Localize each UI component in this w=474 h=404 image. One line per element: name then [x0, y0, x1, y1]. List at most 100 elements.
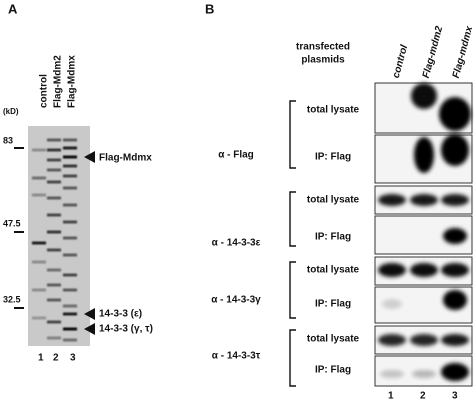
blot-band	[441, 134, 469, 166]
gel-band	[47, 248, 61, 252]
gel-band	[47, 138, 61, 142]
lane-label: control	[391, 44, 410, 80]
gel-band	[63, 138, 77, 142]
gel-band	[47, 168, 61, 172]
lane-label: Flag-mdmx	[451, 25, 474, 80]
lane-label: Flag-Mdm2	[53, 55, 64, 108]
panel-label: B	[205, 1, 214, 16]
blots	[374, 82, 473, 387]
gel-band	[32, 260, 46, 264]
gel-band	[32, 241, 46, 245]
annotation: 14-3-3 (γ, τ)	[99, 324, 153, 335]
arrow	[84, 308, 95, 320]
gel-band	[63, 174, 77, 178]
annotation: 14-3-3 (ε)	[99, 309, 142, 320]
antibody-label: α - 14-3-3γ	[211, 295, 261, 306]
lane-number: 2	[420, 391, 426, 402]
gel-band	[63, 220, 77, 224]
gel-band	[63, 288, 77, 292]
blot-band	[378, 194, 406, 206]
row-label: total lysate	[307, 265, 360, 276]
blot-band	[411, 83, 437, 109]
row-label: IP: Flag	[315, 365, 351, 376]
marker-label: 47.5	[3, 218, 21, 228]
lane-number: 1	[388, 391, 394, 402]
gel-band	[63, 338, 77, 342]
gel-band	[47, 196, 61, 200]
gel-band	[47, 283, 61, 287]
row-label: IP: Flag	[315, 299, 351, 310]
header: transfected	[296, 42, 350, 53]
gel-band	[47, 230, 61, 234]
blot-band	[441, 363, 469, 381]
gel-band	[47, 158, 61, 162]
header: plasmids	[301, 55, 345, 66]
arrow	[84, 151, 95, 163]
blot-band	[412, 370, 436, 378]
lane-label: Flag-mdm2	[421, 25, 446, 80]
row-label: total lysate	[307, 195, 360, 206]
arrow	[84, 323, 95, 335]
blot-band	[443, 228, 467, 244]
row-label: IP: Flag	[315, 152, 351, 163]
blot-band	[443, 290, 467, 310]
blot-band	[439, 97, 471, 131]
gel-band	[63, 146, 77, 150]
blot-band	[414, 137, 434, 173]
blot-band	[380, 370, 404, 378]
gel-band	[63, 327, 77, 331]
blot-band	[410, 334, 438, 346]
row-label: total lysate	[307, 105, 360, 116]
gel-band	[47, 320, 61, 324]
row-label: total lysate	[307, 334, 360, 345]
gel-band	[47, 268, 61, 272]
gel-band	[32, 316, 46, 320]
blot-band	[378, 334, 406, 346]
blot-band	[378, 263, 406, 277]
panel-label: A	[8, 1, 18, 16]
unit-label: (kD)	[3, 107, 19, 116]
blot-band	[441, 194, 469, 206]
marker-label: 32.5	[3, 294, 21, 304]
lane-label: control	[39, 74, 50, 108]
gel-band	[47, 298, 61, 302]
lane-number: 3	[70, 353, 76, 364]
lane-number: 3	[452, 391, 458, 402]
blot-band	[441, 334, 469, 346]
gel-band	[32, 148, 46, 152]
gel-band	[63, 312, 77, 316]
gel-band	[32, 288, 46, 292]
antibody-label: α - 14-3-3ε	[212, 238, 261, 249]
blot-band	[410, 194, 438, 206]
annotation: Flag-Mdmx	[99, 153, 152, 164]
gel-band	[47, 180, 61, 184]
gel-band	[47, 148, 61, 152]
gel-band	[63, 253, 77, 257]
bracket	[289, 100, 296, 169]
gel-band	[32, 193, 46, 197]
lane-number: 1	[38, 353, 44, 364]
gel-band	[63, 164, 77, 168]
lane-number: 2	[53, 353, 59, 364]
gel-band	[63, 186, 77, 190]
gel-band	[32, 176, 46, 180]
antibody-label: α - 14-3-3τ	[212, 351, 261, 362]
bracket	[289, 261, 296, 319]
gel-band	[63, 236, 77, 240]
gel-band	[47, 336, 61, 340]
gel-band	[47, 213, 61, 217]
blot-band	[441, 263, 469, 277]
bracket	[289, 191, 296, 247]
gel-band	[63, 304, 77, 308]
gel-band	[63, 203, 77, 207]
gel-band	[63, 273, 77, 277]
lane-label: Flag-Mdmx	[67, 55, 78, 108]
marker-label: 83	[3, 135, 13, 145]
gel-bands	[32, 138, 77, 342]
blot-band	[410, 263, 438, 277]
bracket	[289, 329, 296, 387]
row-label: IP: Flag	[315, 232, 351, 243]
antibody-label: α - Flag	[218, 150, 254, 161]
gel-band	[63, 155, 77, 159]
